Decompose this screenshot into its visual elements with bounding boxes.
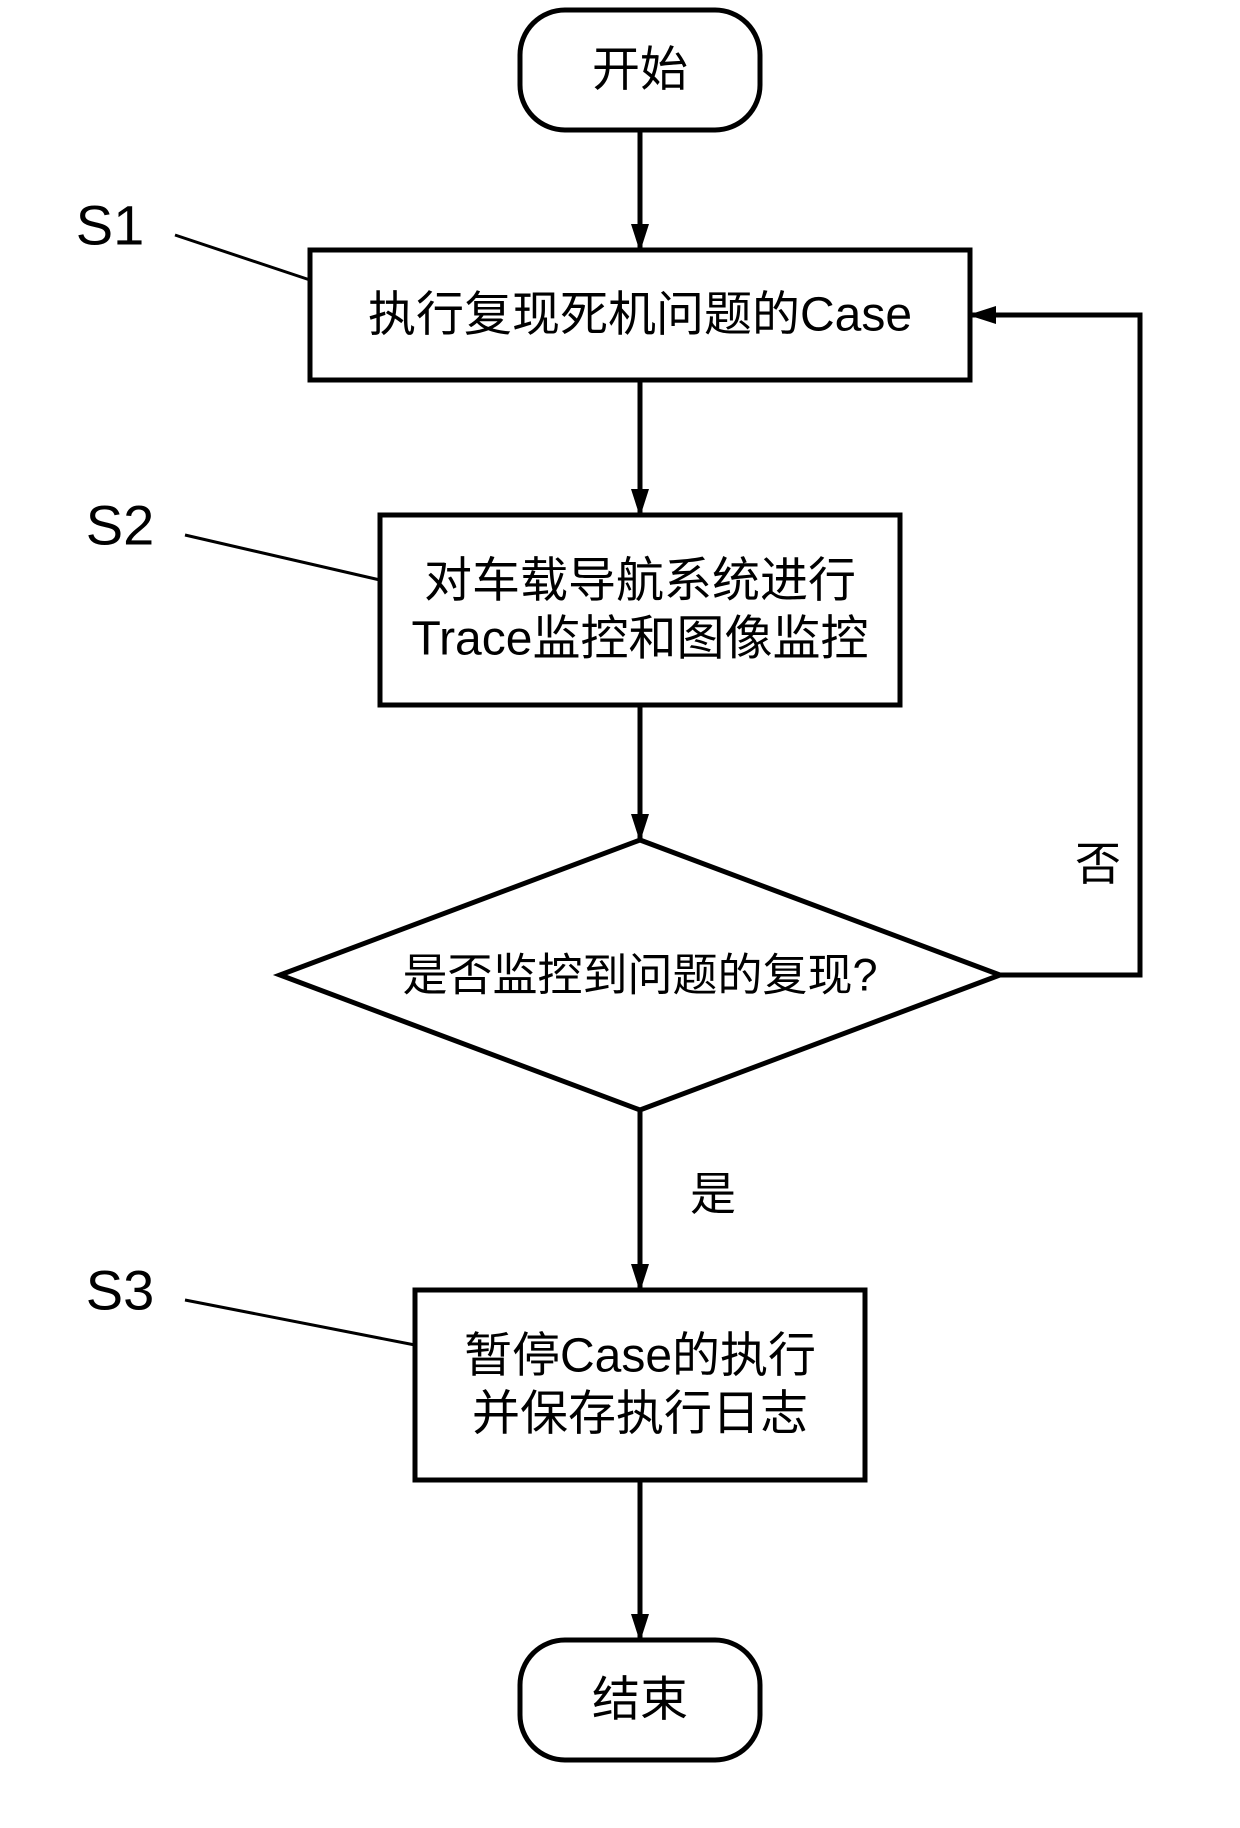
leader-line — [175, 235, 310, 280]
node-label: 暂停Case的执行 — [464, 1330, 816, 1383]
node-label: Trace监控和图像监控 — [412, 612, 869, 665]
node-label: 结束 — [592, 1674, 688, 1727]
step-label: S2 — [86, 494, 155, 557]
node-label: 执行复现死机问题的Case — [368, 289, 912, 342]
node-end: 结束 — [520, 1640, 760, 1760]
node-label: 是否监控到问题的复现? — [402, 950, 877, 1001]
leader-line — [185, 535, 380, 580]
flowchart-canvas: 是否开始执行复现死机问题的Case对车载导航系统进行Trace监控和图像监控是否… — [0, 0, 1240, 1828]
node-label: 对车载导航系统进行 — [424, 555, 856, 608]
node-label: 并保存执行日志 — [472, 1387, 808, 1440]
step-label: S1 — [76, 194, 145, 257]
step-label: S3 — [86, 1259, 155, 1322]
edge-label: 否 — [1075, 838, 1121, 890]
leader-line — [185, 1300, 415, 1345]
edge-label: 是 — [690, 1168, 736, 1220]
node-s3: 暂停Case的执行并保存执行日志 — [415, 1290, 865, 1480]
node-start: 开始 — [520, 10, 760, 130]
node-s1: 执行复现死机问题的Case — [310, 250, 970, 380]
node-label: 开始 — [592, 44, 688, 97]
node-decision: 是否监控到问题的复现? — [280, 840, 1000, 1110]
node-s2: 对车载导航系统进行Trace监控和图像监控 — [380, 515, 900, 705]
